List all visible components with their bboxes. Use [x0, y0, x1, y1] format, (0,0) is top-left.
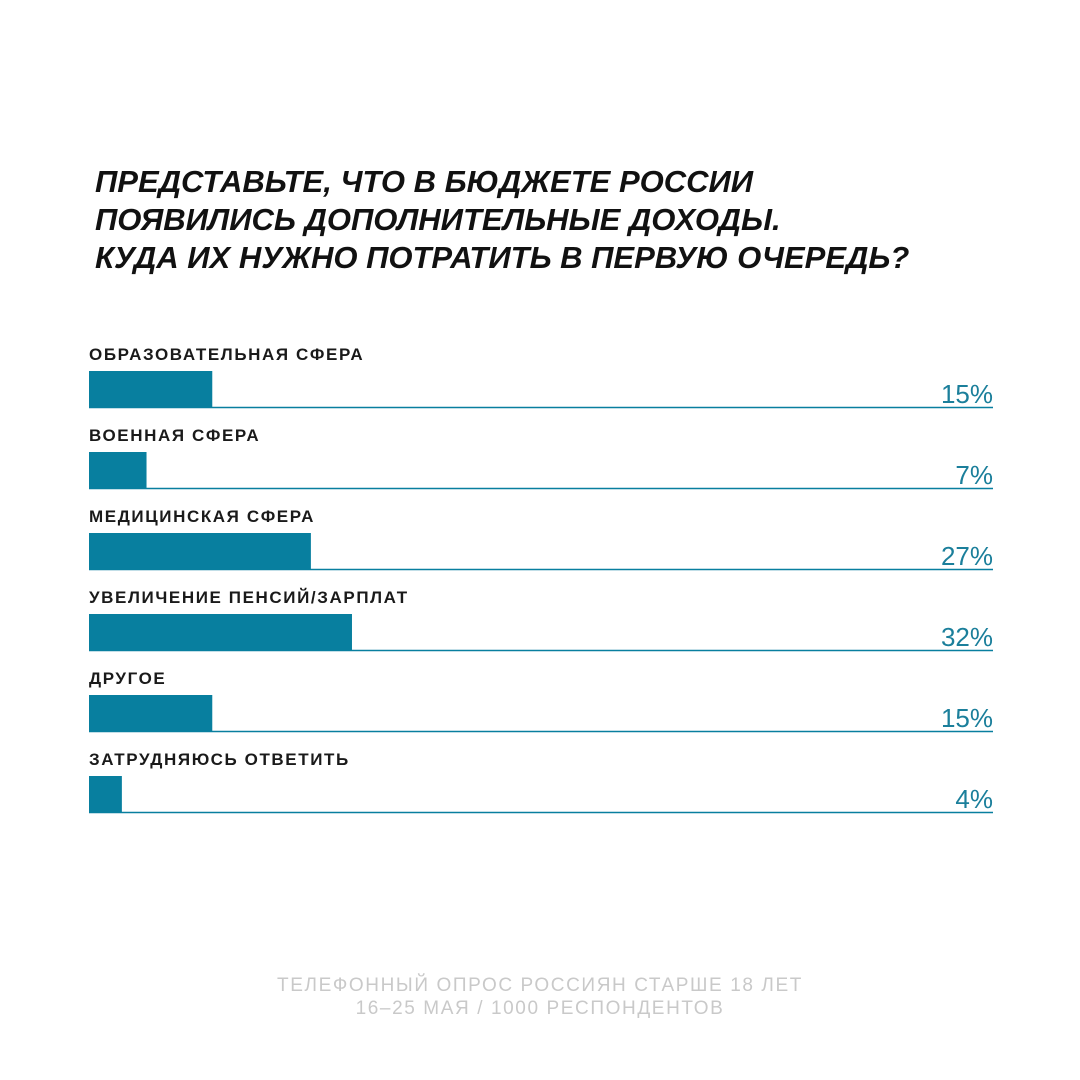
category-label: ЗАТРУДНЯЮСЬ ОТВЕТИТЬ: [89, 750, 350, 769]
chart-title: ПРЕДСТАВЬТЕ, ЧТО В БЮДЖЕТЕ РОССИИ: [95, 164, 754, 199]
chart-title: ПОЯВИЛИСЬ ДОПОЛНИТЕЛЬНЫЕ ДОХОДЫ.: [95, 202, 781, 237]
value-label: 4%: [955, 784, 993, 814]
value-label: 27%: [941, 541, 993, 571]
bar: [89, 371, 213, 408]
bar: [89, 695, 213, 732]
value-label: 7%: [955, 460, 993, 490]
footnote: ТЕЛЕФОННЫЙ ОПРОС РОССИЯН СТАРШЕ 18 ЛЕТ: [277, 974, 803, 996]
category-label: УВЕЛИЧЕНИЕ ПЕНСИЙ/ЗАРПЛАТ: [89, 588, 409, 607]
category-label: ВОЕННАЯ СФЕРА: [89, 426, 260, 445]
bar: [89, 776, 122, 813]
category-label: ОБРАЗОВАТЕЛЬНАЯ СФЕРА: [89, 345, 364, 364]
bar: [89, 614, 352, 651]
value-label: 32%: [941, 622, 993, 652]
category-label: МЕДИЦИНСКАЯ СФЕРА: [89, 507, 315, 526]
bar: [89, 533, 311, 570]
category-label: ДРУГОЕ: [89, 669, 166, 688]
bar: [89, 452, 147, 489]
footnote: 16–25 МАЯ / 1000 РЕСПОНДЕНТОВ: [356, 998, 725, 1019]
chart-title: КУДА ИХ НУЖНО ПОТРАТИТЬ В ПЕРВУЮ ОЧЕРЕДЬ…: [95, 240, 909, 275]
value-label: 15%: [941, 379, 993, 409]
value-label: 15%: [941, 703, 993, 733]
